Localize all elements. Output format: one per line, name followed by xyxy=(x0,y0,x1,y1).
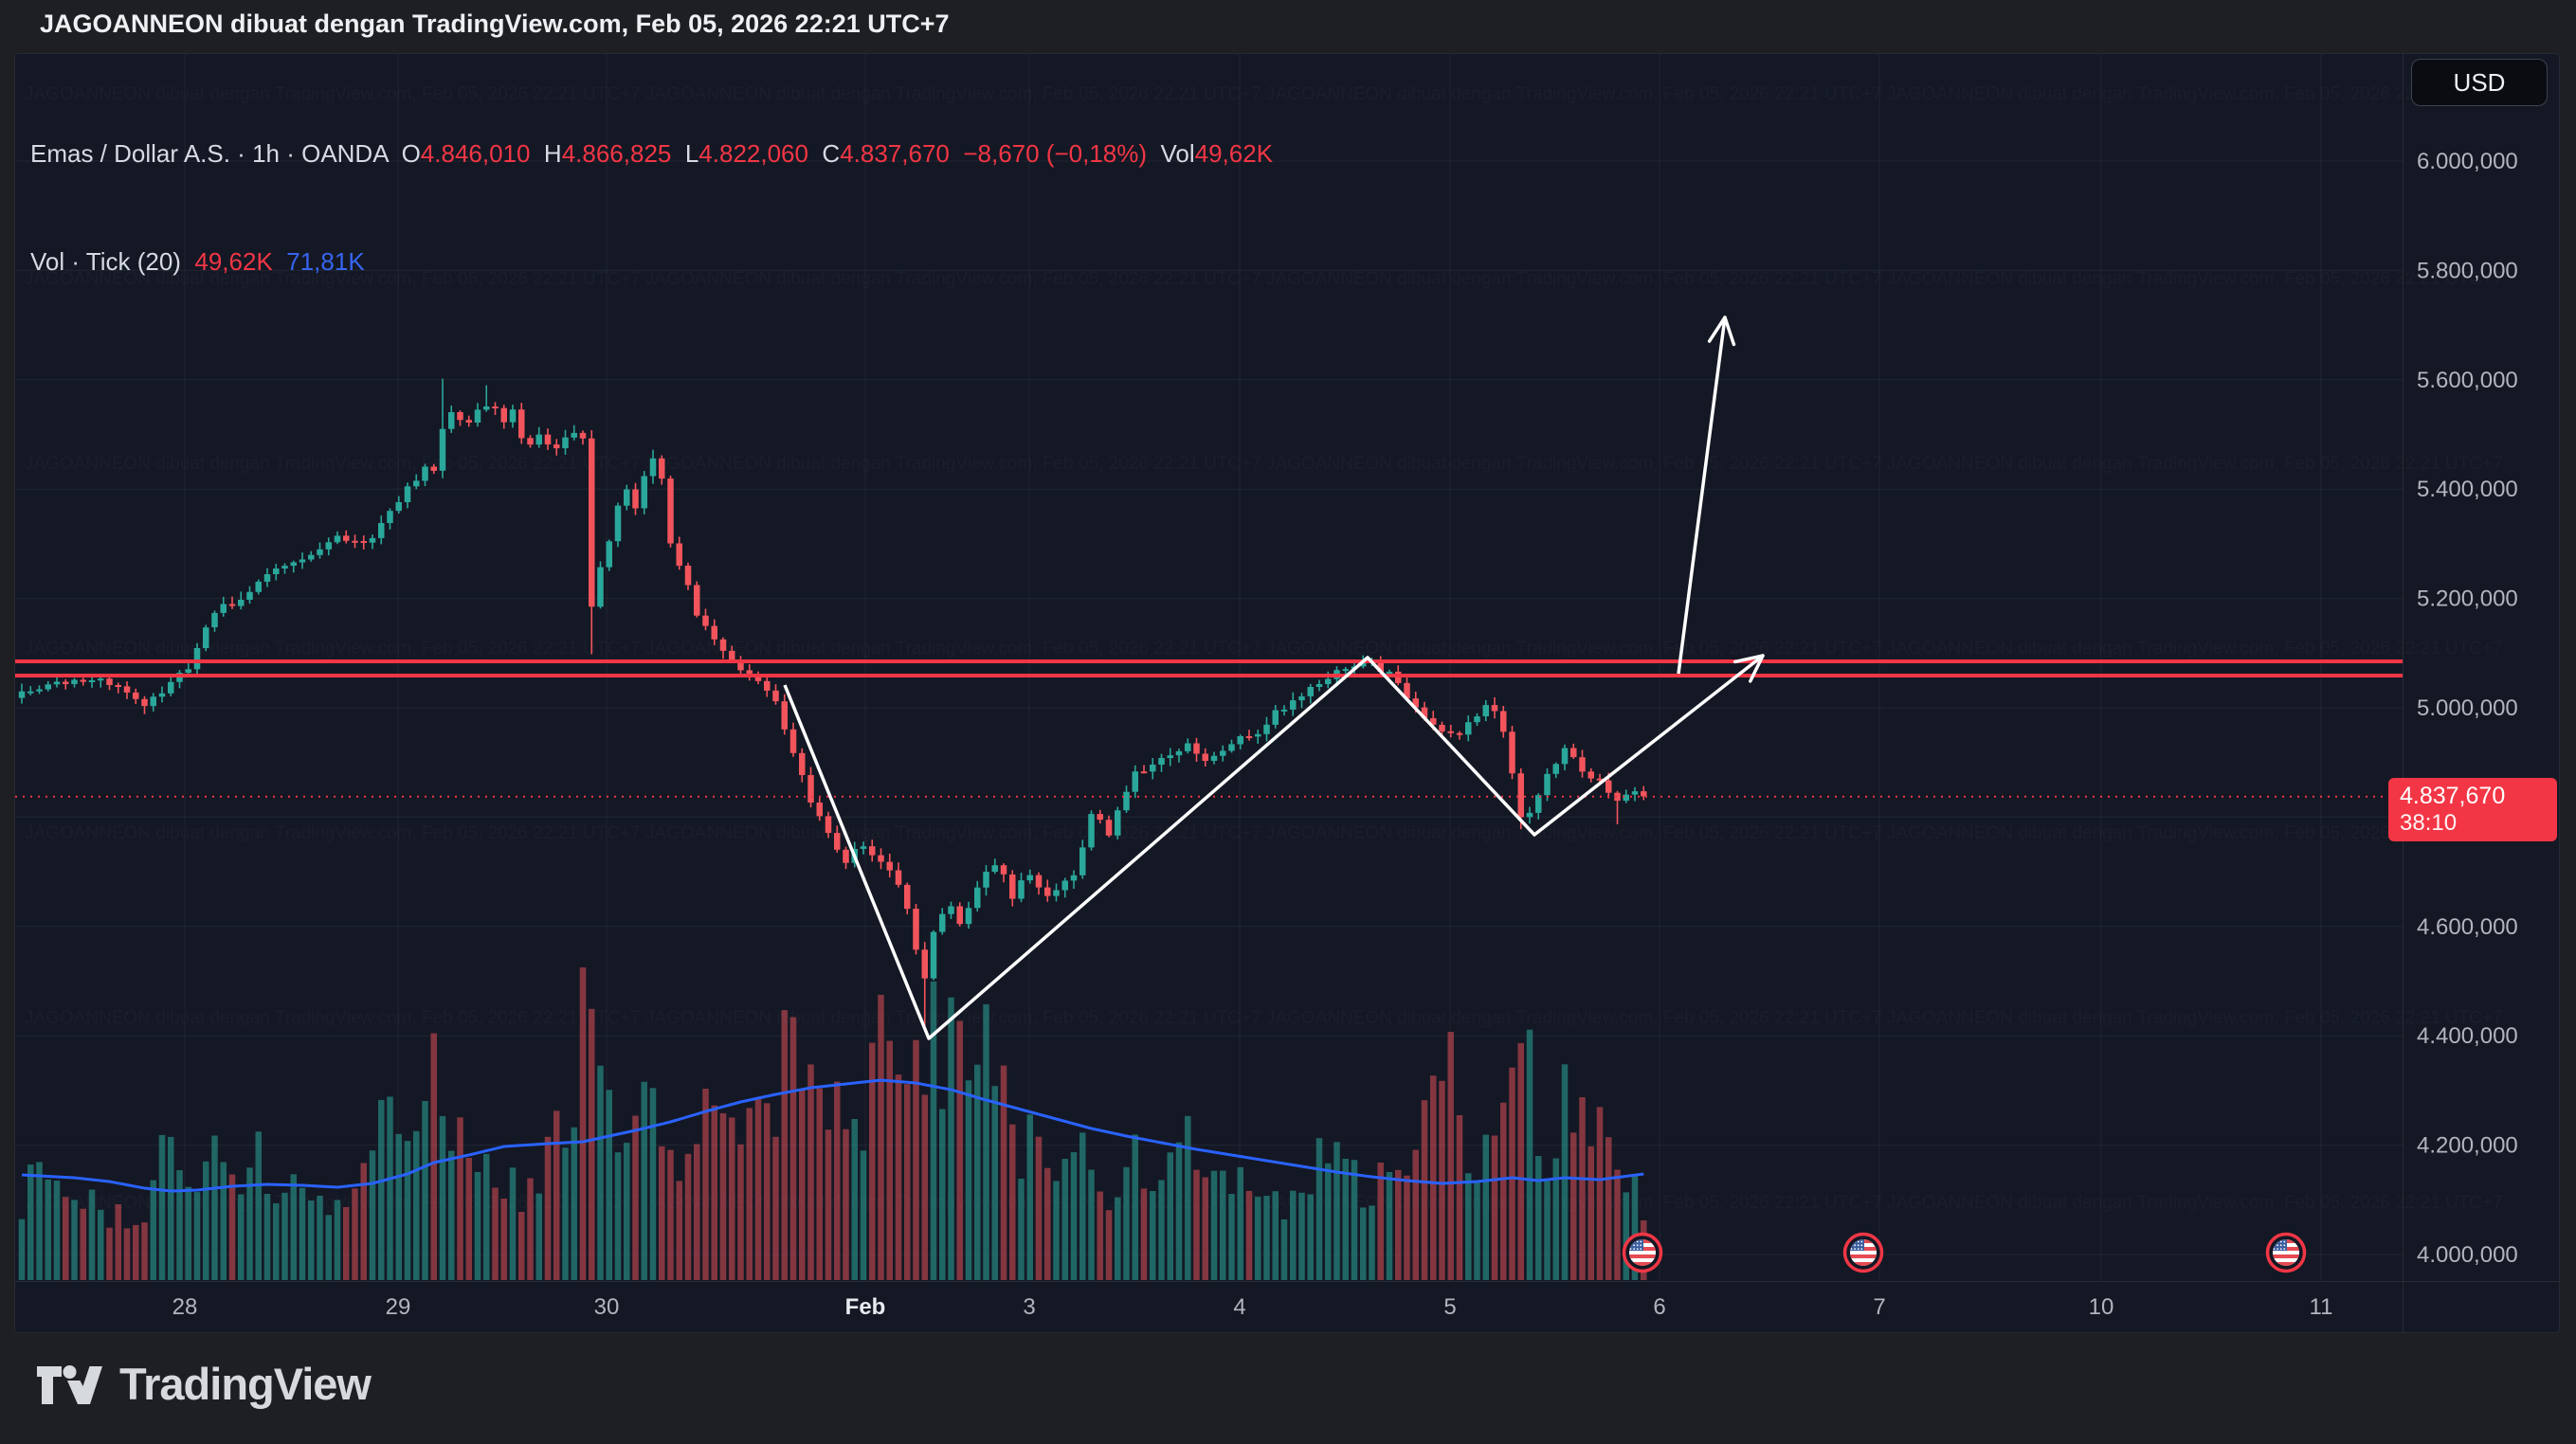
svg-text:5.800,000: 5.800,000 xyxy=(2417,258,2518,283)
svg-text:6.000,000: 6.000,000 xyxy=(2417,149,2518,174)
svg-text:6: 6 xyxy=(1653,1294,1665,1320)
trend-arrow-line[interactable] xyxy=(1677,316,1727,675)
svg-text:4.400,000: 4.400,000 xyxy=(2417,1023,2518,1049)
svg-text:5.000,000: 5.000,000 xyxy=(2417,695,2518,721)
svg-text:JAGOANNEON dibuat dengan Tradi: JAGOANNEON dibuat dengan TradingView.com… xyxy=(25,1008,2503,1028)
trend-arrow-line[interactable] xyxy=(783,654,1765,1040)
svg-text:4.200,000: 4.200,000 xyxy=(2417,1133,2518,1159)
svg-text:5: 5 xyxy=(1443,1294,1456,1320)
svg-text:4.000,000: 4.000,000 xyxy=(2417,1242,2518,1268)
volume-ma-line xyxy=(21,1078,1644,1193)
us-flag-icon[interactable] xyxy=(1842,1232,1884,1273)
svg-text:28: 28 xyxy=(172,1294,198,1320)
us-flag-icon[interactable] xyxy=(1622,1232,1663,1273)
svg-text:3: 3 xyxy=(1023,1294,1035,1320)
legend-part: −8,670 (−0,18%) xyxy=(963,139,1161,168)
volume-bars xyxy=(18,967,1647,1280)
symbol-legend: Emas / Dollar A.S. · 1h · OANDA O4.846,0… xyxy=(30,63,1273,352)
legend-part: O xyxy=(401,139,421,168)
svg-text:JAGOANNEON dibuat dengan Tradi: JAGOANNEON dibuat dengan TradingView.com… xyxy=(25,454,2503,474)
candlesticks xyxy=(18,378,1647,1028)
svg-text:JAGOANNEON dibuat dengan Tradi: JAGOANNEON dibuat dengan TradingView.com… xyxy=(25,639,2503,659)
legend-part: 4.866,825 xyxy=(561,139,685,168)
svg-text:11: 11 xyxy=(2310,1294,2333,1320)
legend-ohlc-row[interactable]: Emas / Dollar A.S. · 1h · OANDA O4.846,0… xyxy=(30,135,1273,171)
legend-part: L xyxy=(684,139,699,168)
legend-part: 49,62K xyxy=(1194,139,1274,168)
svg-text:4.600,000: 4.600,000 xyxy=(2417,914,2518,940)
legend-part: Emas / Dollar A.S. · 1h · OANDA xyxy=(30,139,402,168)
last-price-label: 4.837,670 38:10 xyxy=(2388,778,2557,841)
snapshot-attribution-text: JAGOANNEON dibuat dengan TradingView.com… xyxy=(40,9,950,38)
legend-part: C xyxy=(822,139,841,168)
svg-text:Feb: Feb xyxy=(845,1294,886,1320)
svg-text:29: 29 xyxy=(386,1294,411,1320)
bar-countdown: 38:10 xyxy=(2400,810,2458,836)
legend-part: 49,62K xyxy=(194,247,287,276)
legend-volume-row[interactable]: Vol · Tick (20) 49,62K 71,81K xyxy=(30,244,1273,280)
legend-part: 4.822,060 xyxy=(698,139,823,168)
tradingview-logo-icon xyxy=(37,1365,102,1404)
svg-text:7: 7 xyxy=(1873,1294,1885,1320)
legend-part: 4.837,670 xyxy=(840,139,964,168)
tradingview-logo[interactable]: TradingView xyxy=(36,1353,372,1414)
svg-text:10: 10 xyxy=(2089,1294,2114,1320)
legend-part: Vol · Tick (20) xyxy=(30,247,195,276)
svg-text:4: 4 xyxy=(1233,1294,1245,1320)
us-flag-icon[interactable] xyxy=(2265,1232,2307,1273)
legend-part: 71,81K xyxy=(286,247,365,276)
legend-part: H xyxy=(543,139,562,168)
svg-text:JAGOANNEON dibuat dengan Tradi: JAGOANNEON dibuat dengan TradingView.com… xyxy=(25,823,2503,843)
legend-part: Vol xyxy=(1160,139,1195,168)
svg-text:5.200,000: 5.200,000 xyxy=(2417,587,2518,612)
time-scale[interactable]: 28 29 30 Feb 3 4 5 6 7 10 11 xyxy=(172,1294,2333,1320)
svg-text:5.400,000: 5.400,000 xyxy=(2417,477,2518,502)
chart-panel[interactable]: JAGOANNEON dibuat dengan TradingView.com… xyxy=(14,53,2560,1333)
currency-toggle-button[interactable]: USD xyxy=(2411,59,2548,106)
tradingview-logo-text: TradingView xyxy=(119,1358,372,1409)
last-price-value: 4.837,670 xyxy=(2400,783,2506,809)
svg-text:30: 30 xyxy=(594,1294,620,1320)
legend-part: 4.846,010 xyxy=(420,139,544,168)
svg-text:5.600,000: 5.600,000 xyxy=(2417,368,2518,393)
